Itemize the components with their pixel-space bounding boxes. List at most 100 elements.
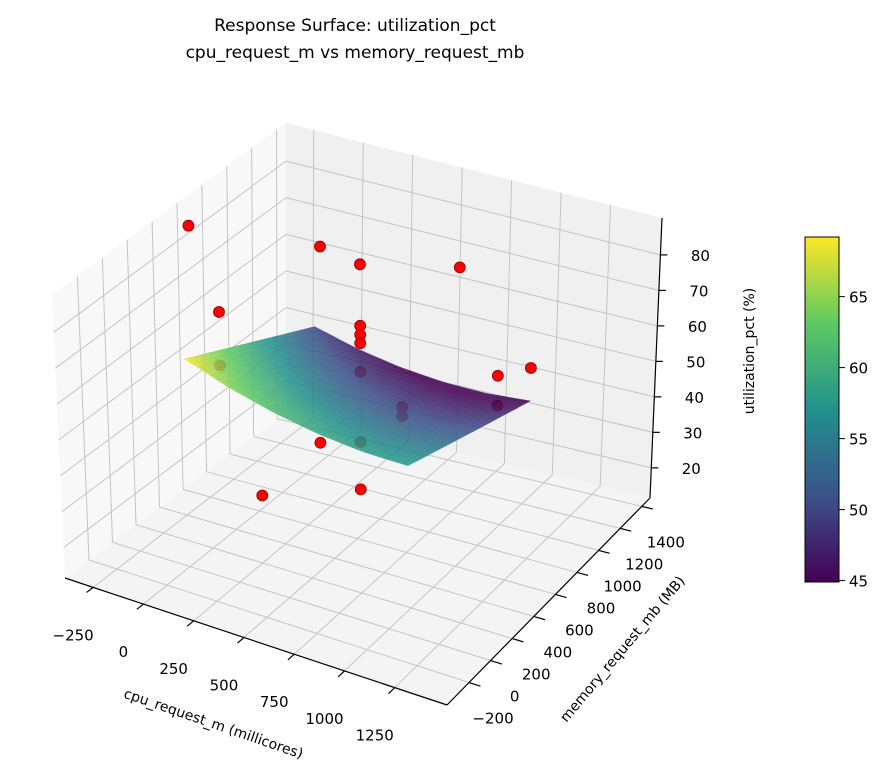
- y-tick-mark: [598, 549, 610, 554]
- surface-patch: [401, 461, 412, 467]
- y-axis-label: memory_request_mb (MB): [557, 573, 688, 725]
- back-wall-gridline-x: [503, 179, 513, 464]
- left-wall-gridline-z: [63, 380, 287, 548]
- data-point: [491, 369, 504, 382]
- data-point: [354, 258, 366, 271]
- y-tick-label: 200: [522, 665, 551, 683]
- x-tick-label: −250: [53, 626, 94, 644]
- left-wall-gridline-y: [201, 184, 208, 472]
- data-point: [256, 489, 269, 502]
- y-tick-label: 400: [543, 643, 572, 661]
- left-wall-gridline-y: [101, 258, 113, 543]
- x-tick-label: 500: [210, 676, 239, 694]
- floor-pane: [65, 412, 650, 705]
- data-point: [182, 219, 195, 232]
- z-tick-label: 70: [689, 282, 708, 300]
- y-tick-mark: [620, 527, 632, 532]
- z-tick-label: 60: [688, 318, 707, 336]
- x-tick-mark: [136, 603, 144, 610]
- z-tick-label: 50: [686, 353, 705, 371]
- floor-gridline-y: [182, 488, 556, 595]
- floor-gridline-x: [293, 463, 505, 655]
- floor-gridline-x: [344, 474, 553, 672]
- z-tick-label: 30: [683, 424, 702, 442]
- x-tick-mark: [86, 586, 94, 593]
- z-axis-label: utilization_pct (%): [742, 288, 758, 415]
- left-wall-gridline-y: [151, 221, 161, 508]
- y-tick-mark: [533, 615, 546, 621]
- x-tick-mark: [186, 620, 195, 627]
- left-wall-gridline-y: [226, 166, 231, 455]
- y-tick-mark: [468, 681, 481, 687]
- left-wall-gridline-y: [126, 239, 137, 525]
- back-wall-gridline-z: [285, 197, 660, 291]
- z-axis-line: [649, 217, 663, 499]
- left-wall-gridline-z: [60, 307, 287, 477]
- x-tick-label: 1000: [305, 710, 343, 728]
- back-wall-gridline-z: [285, 270, 656, 362]
- x-tick-mark: [237, 637, 245, 644]
- y-tick-mark: [576, 571, 589, 577]
- chart-title: Response Surface: utilization_pct: [214, 16, 496, 36]
- left-wall-gridline-y: [76, 276, 90, 561]
- y-tick-mark: [555, 593, 567, 599]
- back-wall-gridline-x: [551, 192, 562, 475]
- z-tick-label: 40: [685, 389, 704, 407]
- colorbar-gradient: [804, 236, 840, 583]
- floor-gridline-y: [229, 453, 599, 551]
- y-tick-label: 800: [587, 599, 616, 617]
- back-wall-gridline-z: [285, 307, 655, 398]
- x-tick-label: 1250: [356, 727, 394, 745]
- colorbar-tick-label: 45: [849, 573, 868, 591]
- floor-gridline-y: [253, 435, 621, 529]
- data-point: [314, 436, 327, 449]
- y-tick-mark: [490, 659, 503, 665]
- data-point: [314, 240, 326, 253]
- floor-gridline-x: [143, 429, 362, 605]
- floor-gridline-x: [394, 485, 601, 688]
- y-tick-label: 0: [510, 688, 520, 706]
- left-wall-gridline-z: [55, 197, 287, 369]
- axis-lines: [64, 217, 668, 706]
- floor-gridline-x: [243, 451, 457, 638]
- chart-subtitle: cpu_request_m vs memory_request_mb: [186, 43, 525, 63]
- left-wall-gridline-z: [53, 160, 287, 333]
- x-tick-label: 0: [119, 643, 129, 661]
- y-tick-mark: [512, 637, 524, 643]
- y-tick-label: 1000: [604, 577, 642, 595]
- y-tick-label: 1400: [647, 533, 685, 551]
- left-wall-gridline-z: [58, 270, 287, 441]
- data-point: [524, 362, 537, 374]
- back-wall-gridline-z: [285, 160, 661, 256]
- colorbar-tick-label: 65: [849, 289, 868, 307]
- y-tick-label: −200: [472, 710, 513, 728]
- floor-gridline-y: [159, 506, 534, 617]
- data-point: [213, 306, 225, 318]
- floor-gridline-y: [135, 524, 513, 639]
- x-tick-mark: [287, 653, 295, 661]
- back-wall-gridline-z: [285, 233, 658, 327]
- colorbar-tick-label: 55: [849, 431, 868, 449]
- floor-gridline-x: [193, 440, 409, 622]
- left-wall-gridline-z: [56, 233, 287, 405]
- floor-gridline-y: [88, 559, 470, 684]
- back-wall-gridline-x: [599, 204, 612, 487]
- floor-gridline-x: [92, 417, 314, 588]
- colorbar-tick-label: 60: [849, 360, 868, 378]
- data-point: [453, 261, 466, 274]
- floor-gridline-y: [206, 471, 578, 573]
- colorbar-tick-label: 50: [849, 502, 868, 520]
- x-tick-mark: [388, 687, 396, 695]
- colorbar: 45 50 55 60 65: [804, 236, 868, 591]
- data-point: [354, 337, 367, 350]
- x-tick-mark: [337, 670, 345, 678]
- data-point: [354, 483, 367, 496]
- y-axis-line: [446, 497, 651, 706]
- floor-gridline-y: [112, 541, 491, 661]
- y-tick-mark: [641, 505, 653, 510]
- y-tick-label: 600: [565, 621, 594, 639]
- tick-labels: −250025050075010001250−20002004006008001…: [53, 247, 710, 745]
- fitted-surface: [183, 326, 532, 467]
- z-tick-label: 20: [682, 460, 701, 478]
